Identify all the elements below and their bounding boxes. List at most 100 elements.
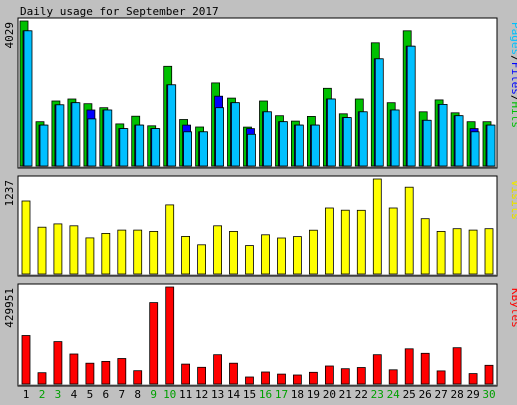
- bar-visits-day-25: [404, 186, 414, 275]
- bar-visits-day-6: [101, 232, 111, 275]
- x-tick-day-10: 10: [163, 388, 176, 401]
- bar-kbytes-day-21: [340, 368, 350, 385]
- bar-visits-day-23: [372, 178, 382, 275]
- bar-kbytes-day-24: [388, 369, 398, 385]
- x-tick-day-15: 15: [243, 388, 256, 401]
- bar-kbytes-day-23: [372, 354, 382, 385]
- bar-kbytes-day-2: [37, 372, 47, 385]
- panel-kbytes: 429951 KBytes: [3, 283, 517, 387]
- panel-frame-hits: [17, 17, 498, 169]
- bar-visits-day-11: [181, 235, 191, 275]
- bar-visits-day-22: [356, 209, 366, 275]
- bar-pages-day-2: [39, 124, 49, 167]
- bar-pages-day-4: [71, 102, 81, 167]
- bar-pages-day-8: [135, 124, 145, 167]
- x-axis-labels: 1 2 3 4 5 6 7 8 9 10 11 12 13 14 15 16 17 18 19 20 21 22 23 24 2…: [23, 388, 496, 401]
- x-tick-day-20: 20: [323, 388, 336, 401]
- bar-pages-day-29: [470, 131, 480, 167]
- x-tick-day-29: 29: [466, 388, 479, 401]
- x-tick-day-28: 28: [450, 388, 463, 401]
- x-tick-day-24: 24: [387, 388, 401, 401]
- bar-kbytes-day-29: [468, 373, 478, 385]
- bar-kbytes-day-30: [484, 364, 494, 385]
- legend-entry-visits-0: Visits: [509, 180, 517, 220]
- bar-kbytes-day-28: [452, 347, 462, 385]
- bar-kbytes-day-1: [21, 335, 31, 385]
- bar-kbytes-day-26: [420, 352, 430, 385]
- bar-visits-day-2: [37, 226, 47, 275]
- bar-pages-day-22: [358, 111, 368, 167]
- bar-pages-day-1: [23, 30, 33, 167]
- bar-kbytes-day-3: [53, 341, 63, 385]
- bar-visits-day-30: [484, 228, 494, 275]
- x-tick-day-5: 5: [87, 388, 94, 401]
- bar-kbytes-day-22: [356, 367, 366, 385]
- x-tick-day-30: 30: [482, 388, 495, 401]
- bar-visits-day-7: [117, 229, 127, 275]
- bar-kbytes-day-20: [324, 365, 334, 385]
- x-tick-day-4: 4: [71, 388, 78, 401]
- x-tick-day-8: 8: [134, 388, 141, 401]
- legend-entry-hits-1: /: [509, 55, 517, 62]
- x-tick-day-14: 14: [227, 388, 241, 401]
- bar-kbytes-day-5: [85, 362, 95, 385]
- bars-hits: [19, 20, 496, 167]
- bar-pages-day-9: [151, 128, 161, 167]
- bar-kbytes-day-10: [165, 286, 175, 385]
- bar-kbytes-day-6: [101, 360, 111, 385]
- bar-visits-day-13: [213, 225, 223, 275]
- legend-kbytes: KBytes: [509, 288, 517, 328]
- bar-kbytes-day-11: [181, 363, 191, 385]
- bar-pages-day-10: [167, 84, 177, 167]
- bar-kbytes-day-13: [213, 354, 223, 385]
- bar-pages-day-20: [326, 98, 336, 167]
- max-label-kbytes: 429951: [3, 288, 16, 328]
- bar-visits-day-14: [229, 230, 238, 275]
- legend-visits: Visits: [509, 180, 517, 220]
- bars-visits: [21, 178, 494, 275]
- bar-pages-day-25: [406, 45, 416, 167]
- x-tick-day-19: 19: [307, 388, 320, 401]
- bar-pages-day-17: [279, 121, 288, 167]
- max-label-hits: 4029: [3, 22, 16, 49]
- bar-visits-day-5: [85, 237, 95, 275]
- bar-pages-day-16: [263, 111, 272, 167]
- legend-entry-hits-3: /: [509, 95, 517, 102]
- bar-visits-day-10: [165, 204, 175, 275]
- bar-kbytes-day-16: [261, 371, 270, 385]
- x-tick-day-23: 23: [371, 388, 384, 401]
- max-label-visits: 1237: [3, 180, 16, 207]
- bar-pages-day-14: [231, 102, 240, 167]
- x-tick-day-18: 18: [291, 388, 304, 401]
- bar-visits-day-15: [245, 245, 254, 275]
- bar-visits-day-17: [277, 237, 286, 275]
- bar-kbytes-day-4: [69, 353, 79, 385]
- bar-pages-day-7: [119, 128, 129, 167]
- bar-pages-day-3: [55, 104, 65, 167]
- bar-kbytes-day-27: [436, 370, 446, 385]
- legend-hits: Pages/Files/Hits: [509, 22, 517, 128]
- bar-pages-day-23: [374, 58, 384, 167]
- bar-pages-day-12: [199, 131, 209, 167]
- bar-pages-day-11: [183, 131, 193, 167]
- bar-kbytes-day-9: [149, 302, 159, 385]
- x-tick-day-3: 3: [55, 388, 62, 401]
- bar-visits-day-29: [468, 229, 478, 275]
- x-tick-day-17: 17: [275, 388, 288, 401]
- bar-visits-day-21: [340, 209, 350, 275]
- x-tick-day-21: 21: [339, 388, 352, 401]
- bar-kbytes-day-14: [229, 362, 238, 385]
- bar-visits-day-20: [324, 207, 334, 275]
- x-tick-day-27: 27: [434, 388, 447, 401]
- panel-hits: 4029 Pages/Files/Hits: [3, 17, 517, 169]
- x-tick-day-1: 1: [23, 388, 30, 401]
- bar-visits-day-26: [420, 218, 430, 275]
- bar-visits-day-3: [53, 223, 63, 275]
- bar-pages-day-15: [247, 133, 256, 167]
- panel-frame-kbytes: [17, 283, 498, 387]
- bar-kbytes-day-19: [308, 371, 318, 385]
- bar-pages-day-27: [438, 104, 448, 167]
- bar-pages-day-6: [103, 109, 113, 167]
- bar-pages-day-26: [422, 119, 432, 167]
